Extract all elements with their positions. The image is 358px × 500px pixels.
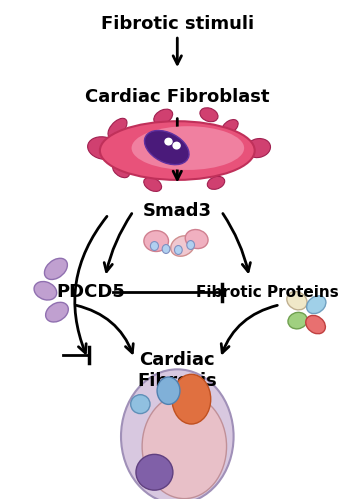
Ellipse shape xyxy=(136,454,173,490)
FancyArrowPatch shape xyxy=(104,214,132,272)
Ellipse shape xyxy=(157,377,180,404)
Ellipse shape xyxy=(187,240,194,250)
Text: Cardiac Fibroblast: Cardiac Fibroblast xyxy=(85,88,270,106)
Ellipse shape xyxy=(45,302,68,322)
FancyArrowPatch shape xyxy=(75,216,107,353)
Text: Fibrotic stimuli: Fibrotic stimuli xyxy=(101,15,254,33)
Ellipse shape xyxy=(44,258,67,280)
Text: Smad3: Smad3 xyxy=(143,202,212,220)
Ellipse shape xyxy=(88,137,119,160)
Ellipse shape xyxy=(144,230,169,252)
Ellipse shape xyxy=(172,142,181,150)
Ellipse shape xyxy=(172,374,211,424)
Ellipse shape xyxy=(287,292,307,310)
FancyArrowPatch shape xyxy=(76,306,133,353)
FancyArrowPatch shape xyxy=(221,306,277,353)
Ellipse shape xyxy=(200,108,218,122)
FancyArrowPatch shape xyxy=(223,214,250,272)
Ellipse shape xyxy=(222,120,238,134)
Ellipse shape xyxy=(113,163,129,178)
Ellipse shape xyxy=(34,282,57,300)
Ellipse shape xyxy=(306,316,325,334)
Ellipse shape xyxy=(144,178,161,192)
Ellipse shape xyxy=(171,236,194,256)
Ellipse shape xyxy=(207,176,225,190)
Ellipse shape xyxy=(131,394,150,413)
Ellipse shape xyxy=(288,312,307,329)
Ellipse shape xyxy=(150,242,159,250)
Ellipse shape xyxy=(174,246,182,254)
Ellipse shape xyxy=(100,121,255,180)
Ellipse shape xyxy=(131,126,244,170)
Ellipse shape xyxy=(246,138,271,158)
Text: PDCD5: PDCD5 xyxy=(57,284,126,302)
Ellipse shape xyxy=(162,244,170,254)
Ellipse shape xyxy=(145,130,189,164)
Ellipse shape xyxy=(108,118,127,138)
Ellipse shape xyxy=(164,138,173,145)
Ellipse shape xyxy=(121,370,233,500)
Ellipse shape xyxy=(307,296,326,314)
Text: Fibrotic Proteins: Fibrotic Proteins xyxy=(195,285,338,300)
Ellipse shape xyxy=(185,230,208,248)
Text: Cardiac
Fibrosis: Cardiac Fibrosis xyxy=(137,351,217,390)
Ellipse shape xyxy=(154,109,173,124)
Ellipse shape xyxy=(142,394,227,498)
